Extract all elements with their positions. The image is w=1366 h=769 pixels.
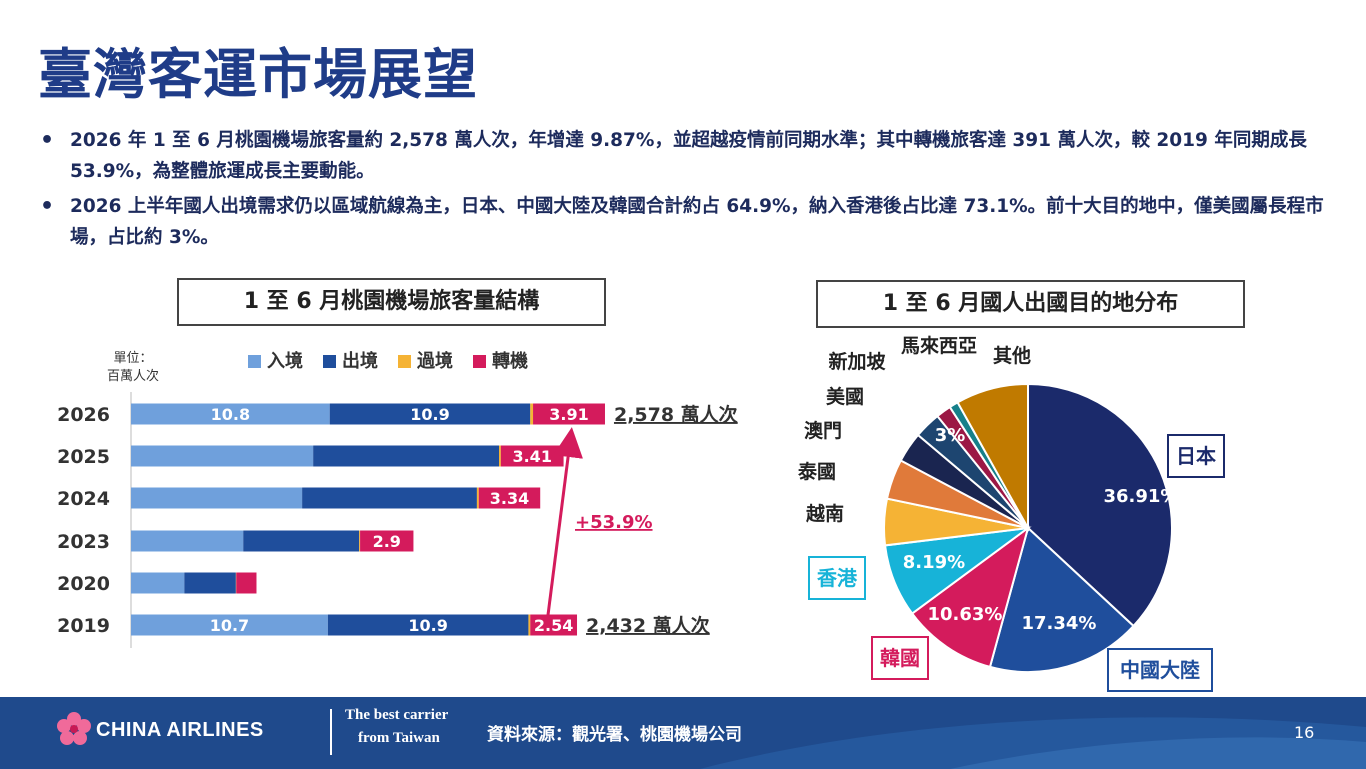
category-label: 2026 bbox=[57, 404, 110, 426]
total-label: 2,578 萬人次 bbox=[614, 403, 738, 426]
bar-segment bbox=[131, 403, 330, 425]
bar-value-label: 10.9 bbox=[408, 616, 447, 635]
slice-category-box bbox=[1107, 648, 1213, 692]
growth-arrow bbox=[546, 427, 583, 616]
bar-segment bbox=[131, 530, 244, 552]
bar-chart: 單位： 百萬人次 入境 出境 過境 轉機 2026 10.8 10.9 3.91 2,578 萬人次… bbox=[57, 350, 738, 648]
pie-slice bbox=[988, 526, 1135, 673]
slice-category-box bbox=[871, 636, 929, 680]
legend-swatch bbox=[323, 355, 336, 368]
slice-category-label: 馬來西亞 bbox=[901, 334, 977, 357]
footer-divider bbox=[330, 709, 332, 755]
slice-category-label: 香港 bbox=[817, 566, 858, 590]
bar-segment bbox=[359, 530, 361, 552]
bar-value-label: 3.91 bbox=[549, 405, 588, 424]
unit-label: 單位： bbox=[113, 351, 152, 366]
slice-value-label: 17.34% bbox=[1022, 613, 1097, 634]
slice-category-box bbox=[1167, 434, 1225, 478]
bar-segment bbox=[131, 445, 314, 467]
bullet-dot: • bbox=[40, 194, 55, 219]
page-title: 臺灣客運市場展望 bbox=[38, 43, 478, 106]
bar-segment bbox=[533, 403, 605, 425]
slice-category-box bbox=[808, 556, 866, 600]
pie-slice bbox=[1027, 382, 1173, 628]
bullet-dot: • bbox=[40, 128, 55, 153]
slice-category-label: 澳門 bbox=[804, 419, 842, 442]
legend-swatch bbox=[248, 355, 261, 368]
category-label: 2023 bbox=[57, 531, 110, 553]
category-label: 2025 bbox=[57, 446, 110, 468]
bar-segment bbox=[302, 487, 477, 509]
slice-category-label: 新加坡 bbox=[828, 350, 886, 373]
china-airlines-logo: CHINA AIRLINES bbox=[96, 719, 264, 741]
growth-annotation: +53.9% bbox=[575, 512, 653, 533]
slice-value-label: 10.63% bbox=[928, 604, 1003, 625]
bar-value-label: 2.54 bbox=[534, 616, 573, 635]
footer-wave-decoration bbox=[700, 717, 1366, 769]
bar-value-label: 10.9 bbox=[410, 405, 449, 424]
bar-segment bbox=[329, 403, 531, 425]
slice-category-label: 泰國 bbox=[797, 460, 836, 483]
bar-value-label: 10.8 bbox=[211, 405, 250, 424]
pie-slice bbox=[956, 382, 1029, 532]
bar-segment bbox=[236, 572, 257, 594]
unit-label: 百萬人次 bbox=[107, 368, 159, 384]
bar-segment bbox=[476, 487, 479, 509]
plum-blossom-logo-icon bbox=[57, 712, 91, 745]
bar-segment bbox=[360, 530, 414, 552]
bullet-list: • 2026 年 1 至 6 月桃園機場旅客量約 2,578 萬人次，年增達 9… bbox=[40, 125, 1330, 257]
slice-value-label: 8.19% bbox=[903, 552, 965, 573]
slice-value-label: 3% bbox=[935, 425, 966, 446]
category-label: 2019 bbox=[57, 615, 110, 637]
legend-swatch bbox=[473, 355, 486, 368]
total-label: 2,432 萬人次 bbox=[586, 614, 710, 637]
bar-segment bbox=[500, 445, 564, 467]
bar-segment bbox=[131, 614, 328, 636]
category-label: 2020 bbox=[57, 573, 110, 595]
tagline-line2: from Taiwan bbox=[358, 730, 440, 746]
bar-segment bbox=[184, 572, 236, 594]
slice-category-label: 其他 bbox=[993, 344, 1031, 367]
bullet-item: • 2026 年 1 至 6 月桃園機場旅客量約 2,578 萬人次，年增達 9… bbox=[40, 125, 1330, 187]
legend-label: 入境 bbox=[267, 350, 303, 372]
bar-segment bbox=[131, 487, 303, 509]
legend-label: 轉機 bbox=[492, 350, 528, 372]
data-source: 資料來源：觀光署、桃園機場公司 bbox=[487, 725, 742, 745]
bar-segment bbox=[528, 614, 531, 636]
bar-segment bbox=[243, 530, 360, 552]
slice-category-label: 越南 bbox=[805, 502, 844, 525]
footer-bar: CHINA AIRLINES The best carrier from Tai… bbox=[0, 697, 1366, 769]
bar-segment bbox=[530, 614, 578, 636]
bullet-text: 2026 上半年國人出境需求仍以區域航線為主，日本、中國大陸及韓國合計約占 64… bbox=[70, 196, 1324, 248]
tagline-line1: The best carrier bbox=[345, 707, 449, 723]
legend-label: 過境 bbox=[417, 350, 453, 372]
bar-value-label: 3.41 bbox=[512, 447, 551, 466]
bar-value-label: 10.7 bbox=[210, 616, 249, 635]
bar-segment bbox=[131, 572, 185, 594]
bullet-text: 2026 年 1 至 6 月桃園機場旅客量約 2,578 萬人次，年增達 9.8… bbox=[70, 130, 1307, 182]
slice-category-label: 中國大陸 bbox=[1120, 658, 1200, 682]
bar-segment bbox=[499, 445, 501, 467]
slice-category-label: 美國 bbox=[826, 385, 864, 408]
slice-category-label: 日本 bbox=[1176, 444, 1216, 468]
slice-category-label: 韓國 bbox=[880, 646, 920, 670]
bar-segment bbox=[313, 445, 499, 467]
pie-chart-title: 1 至 6 月國人出國目的地分布 bbox=[816, 280, 1245, 328]
slice-value-label: 36.91% bbox=[1104, 486, 1179, 507]
bar-segment bbox=[478, 487, 541, 509]
page-number: 16 bbox=[1294, 723, 1315, 742]
bar-value-label: 2.9 bbox=[373, 532, 401, 551]
category-label: 2024 bbox=[57, 488, 110, 510]
bar-value-label: 3.34 bbox=[490, 489, 529, 508]
legend-swatch bbox=[398, 355, 411, 368]
bullet-item: • 2026 上半年國人出境需求仍以區域航線為主，日本、中國大陸及韓國合計約占 … bbox=[40, 191, 1330, 253]
bar-segment bbox=[530, 403, 534, 425]
legend-label: 出境 bbox=[342, 350, 378, 372]
bar-segment bbox=[327, 614, 529, 636]
bar-chart-title: 1 至 6 月桃園機場旅客量結構 bbox=[177, 278, 606, 326]
pie-slice bbox=[910, 525, 1030, 669]
